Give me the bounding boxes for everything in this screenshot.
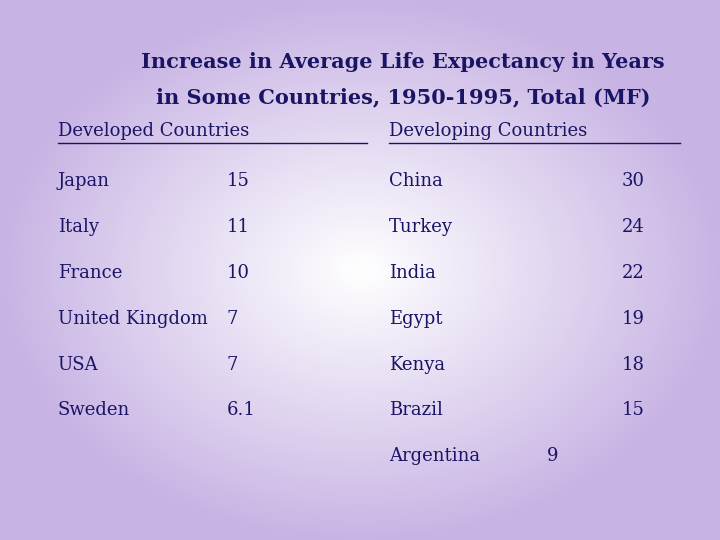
Text: Argentina: Argentina — [389, 447, 480, 465]
Text: China: China — [389, 172, 443, 190]
Text: Japan: Japan — [58, 172, 109, 190]
Text: 24: 24 — [621, 218, 644, 236]
Text: United Kingdom: United Kingdom — [58, 309, 207, 328]
Text: 18: 18 — [621, 355, 644, 374]
Text: Italy: Italy — [58, 218, 99, 236]
Text: Turkey: Turkey — [389, 218, 453, 236]
Text: in Some Countries, 1950-1995, Total (MF): in Some Countries, 1950-1995, Total (MF) — [156, 87, 650, 107]
Text: Egypt: Egypt — [389, 309, 442, 328]
Text: 15: 15 — [621, 401, 644, 420]
Text: Sweden: Sweden — [58, 401, 130, 420]
Text: 19: 19 — [621, 309, 644, 328]
Text: 22: 22 — [621, 264, 644, 282]
Text: Developing Countries: Developing Countries — [389, 123, 587, 140]
Text: 15: 15 — [227, 172, 250, 190]
Text: 10: 10 — [227, 264, 250, 282]
Text: USA: USA — [58, 355, 98, 374]
Text: Brazil: Brazil — [389, 401, 443, 420]
Text: France: France — [58, 264, 122, 282]
Text: Kenya: Kenya — [389, 355, 445, 374]
Text: 11: 11 — [227, 218, 250, 236]
Text: 30: 30 — [621, 172, 644, 190]
Text: India: India — [389, 264, 436, 282]
Text: 7: 7 — [227, 355, 238, 374]
Text: Increase in Average Life Expectancy in Years: Increase in Average Life Expectancy in Y… — [141, 52, 665, 72]
Text: 9: 9 — [547, 447, 559, 465]
Text: 7: 7 — [227, 309, 238, 328]
Text: 6.1: 6.1 — [227, 401, 256, 420]
Text: Developed Countries: Developed Countries — [58, 123, 249, 140]
